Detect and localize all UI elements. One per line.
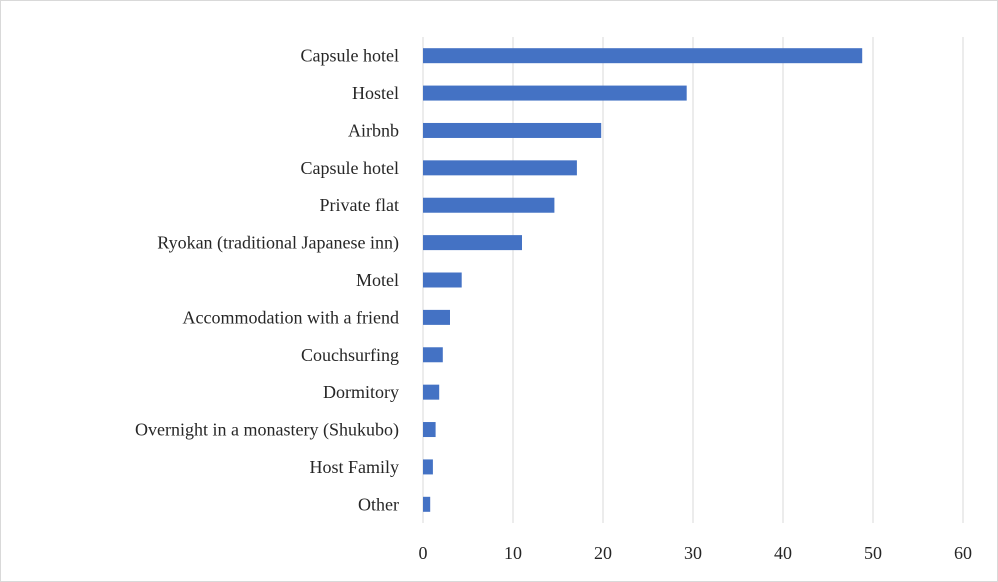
gridlines [422,37,964,523]
x-tick-label: 40 [774,543,792,563]
category-label: Dormitory [323,382,399,402]
category-label: Private flat [320,195,399,215]
category-label: Airbnb [348,120,399,140]
bar [423,309,450,325]
category-label: Ryokan (traditional Japanese inn) [157,233,399,254]
bar [423,459,433,475]
bar [423,197,555,213]
bar [423,48,863,64]
x-tick-label: 0 [419,543,428,563]
bar [423,384,440,400]
bar [423,496,431,512]
bar [423,347,443,363]
category-label: Capsule hotel [301,46,399,66]
x-tick-label: 60 [954,543,972,563]
category-label: Capsule hotel [301,158,399,178]
x-tick-label: 20 [594,543,612,563]
category-label: Other [358,494,399,514]
bar [423,122,602,138]
bar [423,235,522,251]
x-tick-label: 50 [864,543,882,563]
x-tick-label: 10 [504,543,522,563]
bar [423,85,687,101]
category-label: Overnight in a monastery (Shukubo) [135,420,399,441]
category-labels: Capsule hotel Hostel Airbnb Capsule hotel Pr… [135,46,399,515]
bar [423,272,462,288]
category-label: Couchsurfing [301,345,399,365]
category-label: Motel [356,270,399,290]
x-axis-tick-labels: 0 10 20 30 40 50 60 [419,543,973,563]
bar [423,160,577,176]
category-label: Hostel [352,83,399,103]
x-tick-label: 30 [684,543,702,563]
category-label: Accommodation with a friend [183,307,399,327]
bar [423,422,436,438]
bars [423,48,863,512]
category-label: Host Family [309,457,399,477]
